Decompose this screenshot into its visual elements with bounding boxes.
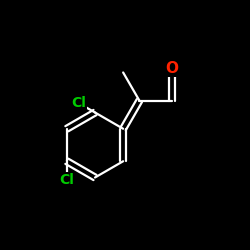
Text: O: O <box>166 60 178 76</box>
Text: Cl: Cl <box>71 96 86 110</box>
Text: Cl: Cl <box>60 173 74 187</box>
